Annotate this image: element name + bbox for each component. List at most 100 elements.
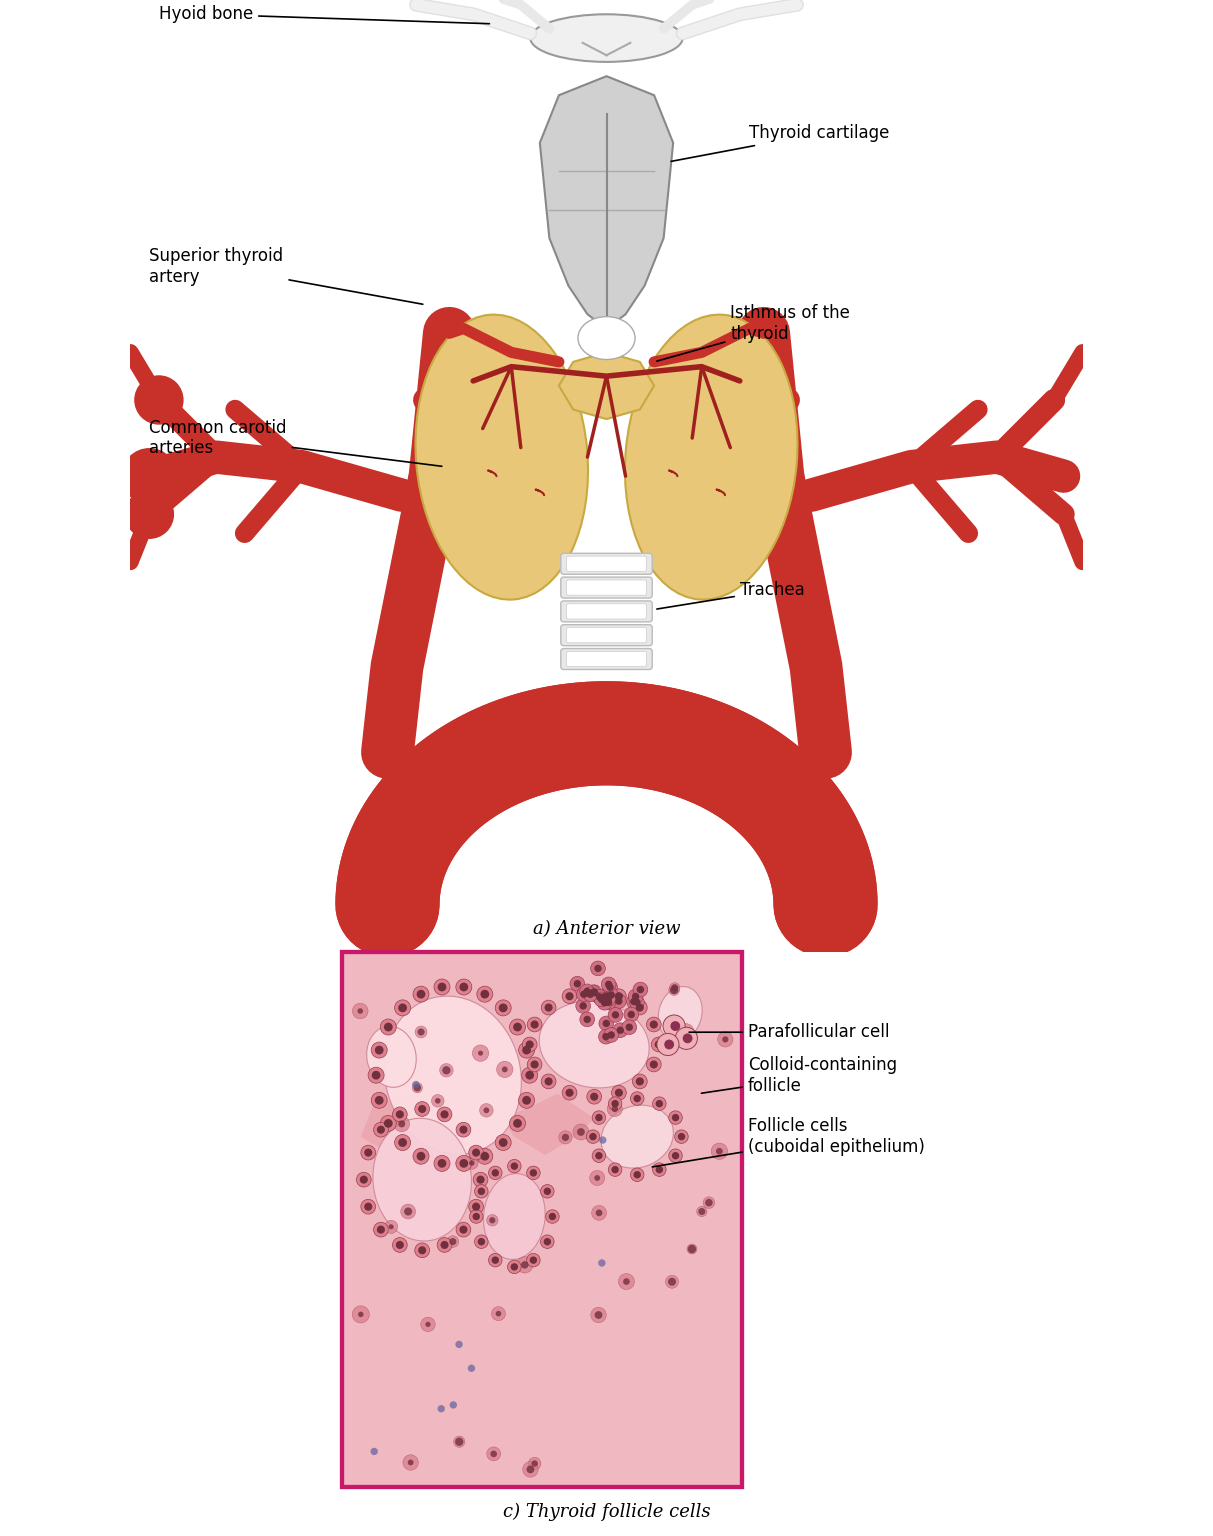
Circle shape	[615, 992, 623, 1000]
Circle shape	[604, 992, 611, 1000]
Ellipse shape	[600, 1104, 673, 1169]
Circle shape	[480, 989, 489, 998]
Circle shape	[631, 998, 638, 1005]
Circle shape	[437, 1238, 452, 1252]
Circle shape	[591, 1307, 606, 1322]
Circle shape	[623, 1278, 630, 1286]
Circle shape	[599, 1015, 614, 1031]
Circle shape	[699, 1207, 705, 1215]
Circle shape	[668, 1278, 676, 1286]
Circle shape	[415, 1026, 427, 1038]
Ellipse shape	[372, 1118, 472, 1241]
Circle shape	[602, 1034, 610, 1040]
Circle shape	[604, 998, 613, 1006]
Circle shape	[647, 1017, 661, 1032]
Ellipse shape	[530, 14, 683, 61]
Circle shape	[412, 1081, 420, 1087]
Circle shape	[565, 992, 574, 1000]
Circle shape	[619, 1273, 634, 1290]
Circle shape	[600, 998, 608, 1006]
Circle shape	[357, 1172, 371, 1187]
Circle shape	[651, 1037, 666, 1052]
Circle shape	[440, 1241, 449, 1249]
Circle shape	[622, 1020, 637, 1035]
Circle shape	[368, 1068, 385, 1083]
Circle shape	[449, 1238, 456, 1246]
Circle shape	[377, 1126, 385, 1134]
Text: Isthmus of the
thyroid: Isthmus of the thyroid	[656, 304, 850, 361]
FancyBboxPatch shape	[560, 601, 653, 622]
Circle shape	[434, 1155, 450, 1172]
Circle shape	[672, 1114, 679, 1121]
Circle shape	[627, 994, 642, 1009]
Circle shape	[473, 1213, 480, 1220]
Circle shape	[632, 1000, 648, 1015]
Circle shape	[565, 1089, 574, 1097]
Circle shape	[626, 1023, 633, 1031]
Circle shape	[579, 988, 592, 1001]
Circle shape	[358, 1008, 363, 1014]
Circle shape	[403, 1455, 418, 1470]
Circle shape	[546, 1210, 559, 1223]
Circle shape	[611, 994, 626, 1009]
Circle shape	[666, 1275, 678, 1289]
Circle shape	[543, 1187, 551, 1195]
Circle shape	[633, 998, 640, 1006]
Circle shape	[590, 1170, 605, 1186]
Circle shape	[472, 1044, 489, 1061]
FancyBboxPatch shape	[560, 578, 653, 598]
Circle shape	[636, 1077, 644, 1086]
Circle shape	[613, 1023, 627, 1038]
Circle shape	[718, 1032, 733, 1048]
Circle shape	[509, 1018, 525, 1035]
Circle shape	[468, 1364, 475, 1372]
Circle shape	[683, 1034, 693, 1043]
Circle shape	[543, 1238, 551, 1246]
Circle shape	[415, 1101, 429, 1117]
Circle shape	[478, 1187, 485, 1195]
Bar	[342, 952, 741, 1487]
Circle shape	[600, 992, 609, 1000]
Circle shape	[591, 962, 605, 975]
Circle shape	[522, 1068, 537, 1083]
Circle shape	[525, 1071, 534, 1080]
Text: Thyroid cartilage: Thyroid cartilage	[671, 124, 889, 161]
Circle shape	[388, 1224, 393, 1229]
Text: Superior thyroid
artery: Superior thyroid artery	[149, 247, 423, 304]
Circle shape	[559, 1130, 573, 1144]
Circle shape	[592, 1149, 605, 1163]
Circle shape	[526, 1465, 535, 1473]
Circle shape	[653, 1097, 666, 1111]
Circle shape	[491, 1169, 499, 1177]
Circle shape	[657, 1034, 679, 1055]
Circle shape	[631, 1092, 644, 1106]
Circle shape	[594, 965, 602, 972]
Circle shape	[360, 1175, 368, 1184]
FancyBboxPatch shape	[560, 625, 653, 645]
Circle shape	[489, 1217, 495, 1223]
Circle shape	[125, 490, 173, 538]
Circle shape	[439, 1063, 454, 1077]
Circle shape	[611, 989, 626, 1003]
Circle shape	[364, 1203, 372, 1210]
Circle shape	[576, 998, 591, 1014]
Circle shape	[647, 1057, 661, 1072]
Circle shape	[580, 985, 594, 998]
Circle shape	[438, 983, 446, 991]
Circle shape	[484, 1107, 489, 1114]
Circle shape	[486, 1447, 501, 1461]
Circle shape	[491, 1307, 506, 1321]
Circle shape	[623, 1008, 638, 1021]
Circle shape	[599, 1137, 606, 1144]
Circle shape	[418, 1104, 426, 1114]
Circle shape	[375, 1046, 383, 1055]
Circle shape	[511, 1163, 518, 1170]
Circle shape	[670, 983, 680, 992]
Circle shape	[600, 989, 615, 1003]
Ellipse shape	[659, 986, 702, 1041]
Ellipse shape	[416, 315, 588, 599]
Circle shape	[528, 1017, 542, 1032]
Circle shape	[509, 1115, 525, 1132]
Circle shape	[477, 1175, 485, 1184]
Circle shape	[435, 1098, 440, 1104]
